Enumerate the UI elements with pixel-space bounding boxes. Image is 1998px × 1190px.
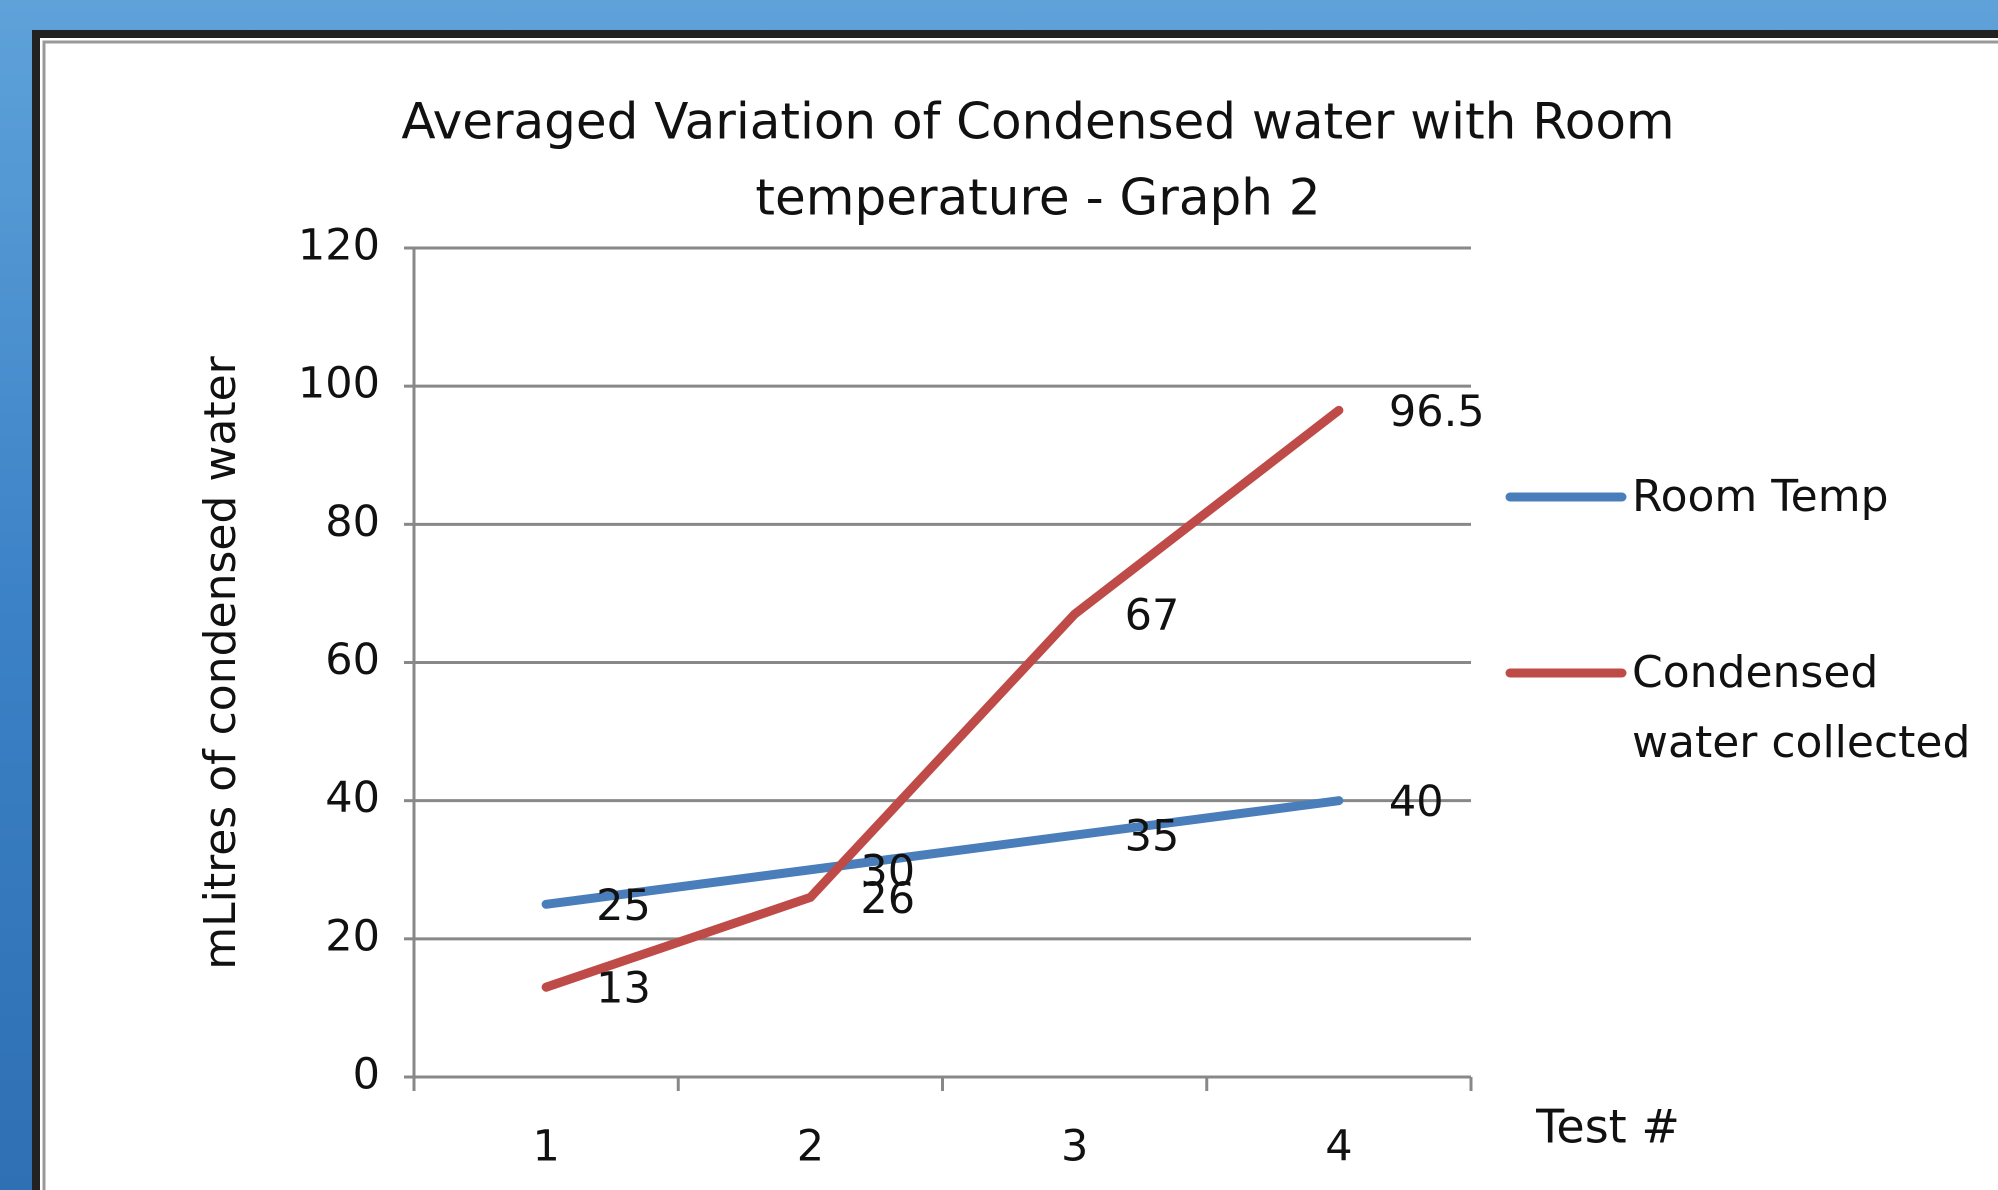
x-tick-label: 3: [1061, 1122, 1088, 1172]
data-label: 96.5: [1389, 387, 1485, 437]
legend-entry: Room Temp: [1632, 471, 1889, 522]
data-label: 26: [860, 874, 915, 924]
y-tick-label: 60: [325, 635, 380, 685]
legend-entry: Condensed water collected: [1632, 647, 1971, 768]
x-tick-label: 2: [797, 1122, 824, 1172]
data-label: 13: [596, 964, 651, 1014]
y-tick-label: 0: [353, 1050, 380, 1100]
series-line: [541, 796, 1344, 909]
data-label: 25: [596, 881, 651, 931]
x-tick-label: 4: [1325, 1122, 1352, 1172]
y-tick-label: 80: [325, 497, 380, 547]
legend-label: Room Temp: [1632, 471, 1889, 522]
chart-title: Averaged Variation of Condensed water wi…: [401, 93, 1674, 151]
x-axis-label: Test #: [1535, 1100, 1680, 1154]
y-tick-label: 20: [325, 911, 380, 961]
y-tick-label: 120: [298, 221, 380, 271]
data-label: 40: [1389, 777, 1444, 827]
panel: [32, 30, 1998, 1190]
y-tick-label: 40: [325, 773, 380, 823]
chart-title: temperature - Graph 2: [755, 169, 1320, 227]
y-axis-label: mLitres of condensed water: [195, 355, 246, 969]
panel-inner-border: [42, 40, 1998, 1190]
data-label: 67: [1125, 591, 1180, 641]
legend-label: Condensed water collected: [1632, 647, 1971, 768]
series-line: [541, 405, 1344, 992]
x-tick-label: 1: [532, 1122, 559, 1172]
data-label: 30: [860, 846, 915, 896]
y-tick-label: 100: [298, 359, 380, 409]
data-label: 35: [1125, 812, 1180, 862]
